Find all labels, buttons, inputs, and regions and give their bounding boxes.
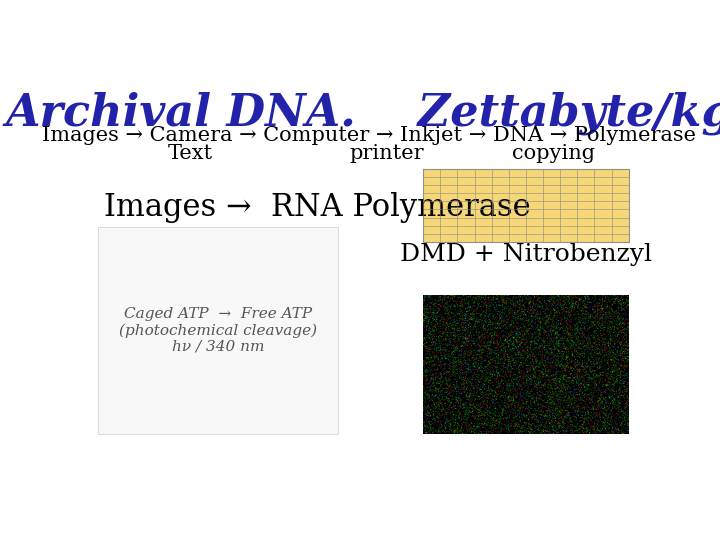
Text: Images → Camera → Computer → Inkjet → DNA → Polymerase: Images → Camera → Computer → Inkjet → DN… [42, 126, 696, 145]
FancyBboxPatch shape [98, 226, 338, 434]
Text: Archival DNA.    Zettabyte/kg: Archival DNA. Zettabyte/kg [5, 92, 720, 135]
Text: Images →  RNA Polymerase: Images → RNA Polymerase [104, 192, 531, 223]
Text: copying: copying [512, 144, 595, 163]
Bar [423, 168, 629, 242]
Text: Text: Text [168, 144, 213, 163]
Text: DMD + Nitrobenzyl: DMD + Nitrobenzyl [400, 244, 652, 266]
Text: Caged ATP  →  Free ATP
(photochemical cleavage)
hν / 340 nm: Caged ATP → Free ATP (photochemical clea… [119, 307, 317, 354]
Text: printer: printer [349, 144, 424, 163]
